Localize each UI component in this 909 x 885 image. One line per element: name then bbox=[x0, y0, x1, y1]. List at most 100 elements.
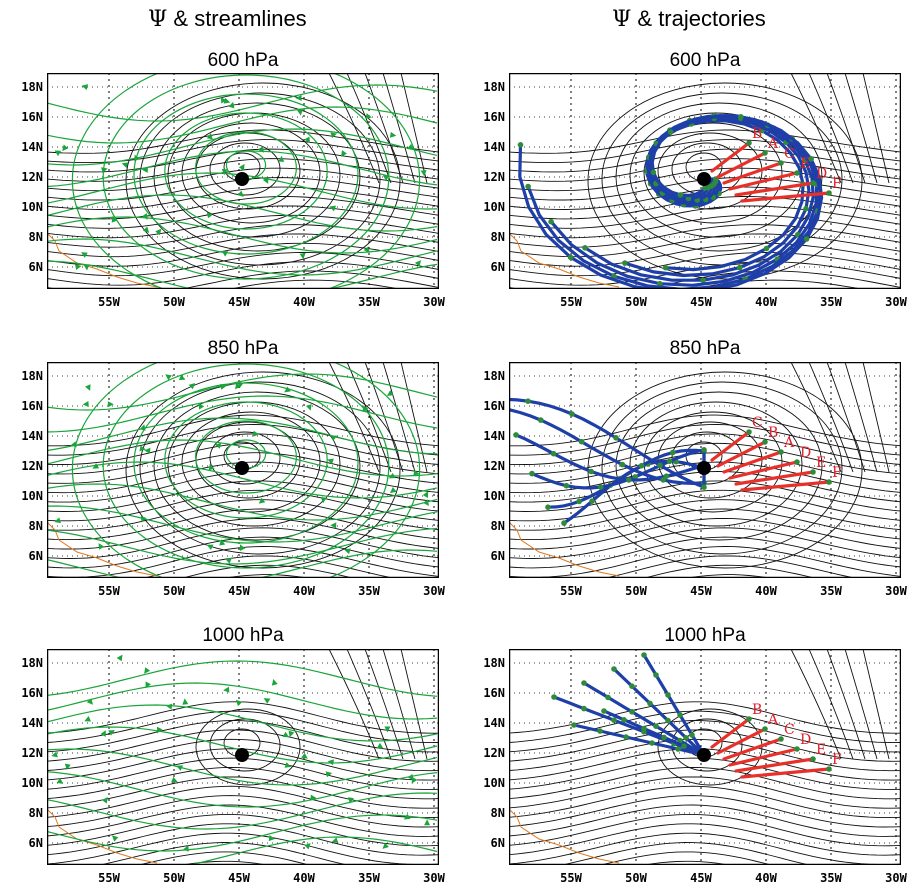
streamline-arrow bbox=[198, 402, 205, 410]
streamline bbox=[133, 382, 359, 544]
contour-line bbox=[364, 362, 404, 473]
trajectory-marker bbox=[677, 712, 683, 718]
lat-tick-label: 16N bbox=[21, 686, 43, 700]
streamline-arrow bbox=[268, 835, 276, 842]
lat-tick-label: 16N bbox=[483, 110, 505, 124]
contour-line bbox=[509, 129, 901, 154]
streamline-arrow bbox=[327, 759, 335, 766]
lon-tick-label: 35W bbox=[358, 295, 380, 309]
trajectory-marker bbox=[803, 236, 810, 242]
lon-tick-label: 50W bbox=[625, 295, 647, 309]
contour-line bbox=[509, 795, 901, 828]
streamline-arrow bbox=[82, 401, 89, 407]
lat-tick-label: 18N bbox=[483, 369, 505, 383]
lat-tick-label: 12N bbox=[21, 746, 43, 760]
contour-line bbox=[844, 649, 878, 760]
contour-line bbox=[509, 804, 901, 837]
contour-line bbox=[509, 710, 901, 744]
contour-line bbox=[47, 414, 439, 447]
lat-tick-label: 6N bbox=[490, 260, 505, 274]
trajectory-marker bbox=[581, 680, 587, 686]
trajectory-end-segment bbox=[734, 470, 815, 486]
lat-tick-label: 14N bbox=[21, 140, 43, 154]
streamline bbox=[102, 74, 390, 280]
lon-tick-label: 55W bbox=[98, 295, 120, 309]
contour-line bbox=[47, 499, 439, 531]
contour-line bbox=[509, 148, 901, 173]
lat-tick-label: 18N bbox=[483, 656, 505, 670]
closed-contour bbox=[615, 102, 823, 252]
lon-tick-label: 35W bbox=[820, 871, 842, 885]
trajectory-label: D bbox=[816, 166, 827, 182]
contour-line bbox=[808, 362, 854, 473]
streamline-arrow bbox=[344, 548, 351, 555]
trajectory-end-segment bbox=[710, 141, 751, 173]
trajectory-marker bbox=[548, 218, 554, 225]
contour-line bbox=[509, 701, 901, 734]
lat-tick-label: 18N bbox=[483, 80, 505, 94]
streamline-arrow bbox=[165, 703, 173, 710]
lat-tick-label: 18N bbox=[21, 369, 43, 383]
streamline-arrow bbox=[295, 95, 302, 101]
trajectory-line bbox=[612, 667, 706, 757]
closed-contour bbox=[125, 82, 401, 280]
streamline-arrow bbox=[220, 383, 227, 390]
streamline bbox=[47, 771, 438, 808]
streamline-arrow bbox=[70, 441, 77, 448]
lon-tick-label: 55W bbox=[560, 295, 582, 309]
contour-line bbox=[47, 832, 439, 865]
contour-line bbox=[790, 362, 842, 473]
contour-line bbox=[346, 649, 392, 760]
left-column-title-text: & streamlines bbox=[167, 6, 307, 31]
streamline-arrow bbox=[382, 842, 389, 849]
trajectory-marker bbox=[689, 732, 695, 738]
streamline bbox=[47, 417, 438, 455]
contour-line bbox=[808, 73, 854, 184]
streamline-arrow bbox=[75, 264, 82, 271]
trajectory-marker bbox=[622, 260, 628, 266]
streamline-arrow bbox=[238, 163, 245, 171]
streamline bbox=[195, 131, 298, 205]
lat-tick-label: 10N bbox=[21, 776, 43, 790]
trajectory-marker bbox=[641, 725, 647, 732]
trajectory-end-segment bbox=[728, 460, 799, 480]
lon-tick-label: 40W bbox=[293, 584, 315, 598]
streamline-arrow bbox=[139, 445, 146, 452]
lat-tick-label: 12N bbox=[21, 170, 43, 184]
streamline bbox=[47, 238, 438, 276]
trajectory-marker bbox=[661, 734, 667, 741]
streamline-arrow bbox=[278, 155, 285, 162]
streamline-arrow bbox=[84, 716, 92, 722]
trajectory-label: D bbox=[800, 445, 811, 461]
streamline-arrow bbox=[98, 543, 105, 550]
streamlines bbox=[47, 654, 438, 865]
streamline-arrow bbox=[178, 374, 186, 381]
psi-symbol: Ψ bbox=[148, 7, 168, 32]
trajectory-marker bbox=[808, 156, 814, 162]
lon-tick-label: 40W bbox=[755, 871, 777, 885]
streamline-map-panel bbox=[47, 362, 439, 578]
storm-center-marker bbox=[235, 461, 249, 475]
trajectory-marker bbox=[550, 450, 557, 457]
lat-tick-label: 16N bbox=[21, 110, 43, 124]
lat-tick-label: 12N bbox=[483, 459, 505, 473]
left-column-title: Ψ & streamlines bbox=[148, 6, 307, 32]
streamline-arrow bbox=[81, 84, 89, 91]
streamline bbox=[47, 527, 438, 565]
contour-line bbox=[509, 214, 901, 239]
trajectory-marker bbox=[626, 477, 632, 483]
streamline bbox=[47, 150, 438, 188]
contour-line bbox=[47, 701, 439, 734]
streamline-arrow bbox=[107, 401, 114, 408]
lon-tick-label: 50W bbox=[163, 584, 185, 598]
lat-tick-label: 8N bbox=[28, 230, 43, 244]
trajectory-label: C bbox=[784, 146, 795, 162]
closed-contour bbox=[615, 391, 823, 541]
trajectory-marker bbox=[794, 746, 800, 752]
trajectory-end-segment bbox=[740, 480, 831, 492]
lat-tick-label: 16N bbox=[483, 399, 505, 413]
trajectory-label: D bbox=[800, 732, 811, 748]
trajectory-marker bbox=[685, 195, 692, 202]
streamline-arrow bbox=[101, 796, 108, 804]
contour-line bbox=[47, 452, 439, 484]
